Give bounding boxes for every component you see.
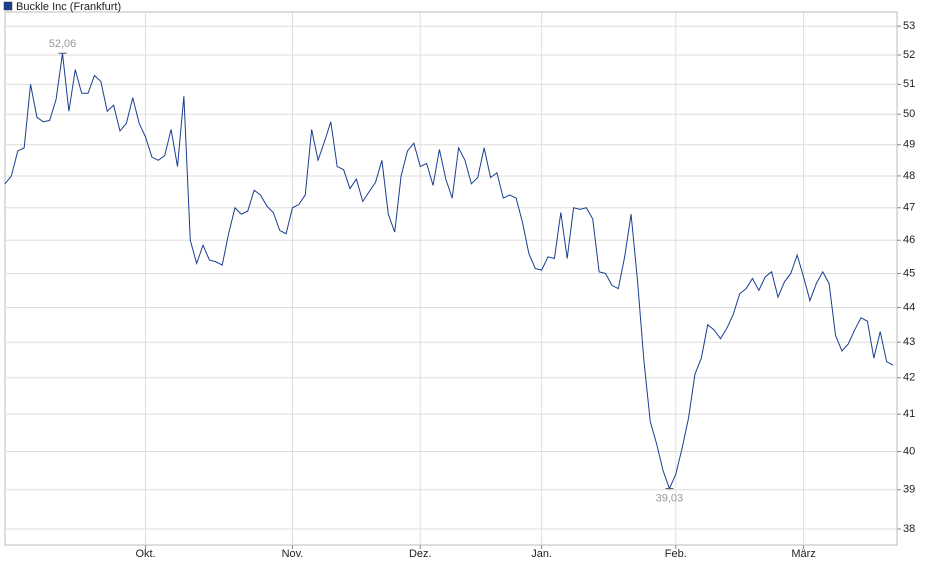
x-tick-label: März [791, 548, 815, 560]
y-tick-label: 40 [903, 445, 915, 457]
y-tick-label: 47 [903, 202, 915, 214]
y-tick-label: 52 [903, 49, 915, 61]
price-line [4, 53, 894, 490]
legend-label: Buckle Inc (Frankfurt) [16, 1, 121, 13]
x-tick-label: Jan. [531, 548, 552, 560]
y-tick-label: 50 [903, 108, 915, 120]
x-tick-label: Feb. [665, 548, 687, 560]
y-tick-label: 51 [903, 78, 915, 90]
y-tick-label: 39 [903, 484, 915, 496]
y-tick-label: 48 [903, 170, 915, 182]
y-tick-label: 38 [903, 523, 915, 535]
y-tick-label: 44 [903, 301, 915, 313]
y-tick-label: 49 [903, 139, 915, 151]
y-tick-label: 42 [903, 372, 915, 384]
x-tick-label: Nov. [282, 548, 304, 560]
value-label: 39,03 [656, 492, 684, 504]
y-tick-label: 41 [903, 408, 915, 420]
value-label: 52,06 [49, 38, 77, 50]
y-tick-label: 53 [903, 20, 915, 32]
legend-swatch [3, 1, 13, 11]
y-tick-label: 43 [903, 336, 915, 348]
y-tick-label: 46 [903, 234, 915, 246]
x-tick-label: Okt. [135, 548, 155, 560]
plot-area [4, 11, 898, 546]
y-tick-label: 45 [903, 267, 915, 279]
x-tick-label: Dez. [409, 548, 432, 560]
